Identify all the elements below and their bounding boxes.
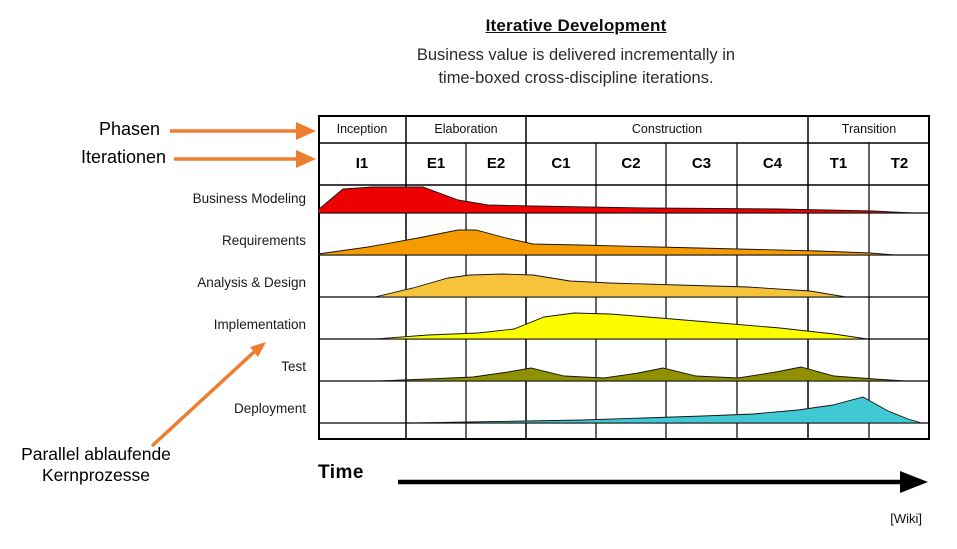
iteration-c1: C1 — [551, 155, 571, 172]
iteration-t1: T1 — [829, 155, 848, 172]
iterations-header-row: I1 E1 E2 C1 C2 C3 C4 T1 T2 — [318, 143, 930, 185]
discipline-label-implementation: Implementation — [213, 317, 306, 332]
parallel-kernprozesse-annotation-label: Parallel ablaufende Kernprozesse — [0, 444, 192, 486]
phases-header-row: Inception Elaboration Construction Transiti… — [318, 115, 930, 143]
parallel-label-line-1: Parallel ablaufende — [21, 444, 171, 464]
iteration-e2: E2 — [486, 155, 506, 172]
attribution-label: [Wiki] — [890, 511, 922, 526]
chart-border — [318, 115, 930, 440]
iterationen-annotation-label: Iterationen — [80, 147, 166, 167]
phasen-annotation-label: Phasen — [98, 119, 160, 139]
discipline-labels-column: Business Modeling Requirements Analysis & … — [0, 0, 312, 549]
iteration-c3: C3 — [691, 155, 712, 172]
iteration-c2: C2 — [621, 155, 641, 172]
hump-business-modeling — [318, 186, 915, 214]
discipline-label-deployment: Deployment — [233, 401, 306, 416]
title-block: Iterative Development Business value is … — [296, 16, 856, 90]
iteration-i1: I1 — [355, 155, 369, 172]
discipline-label-analysis-design: Analysis & Design — [197, 275, 306, 290]
discipline-label-test: Test — [281, 359, 306, 374]
phase-inception: Inception — [336, 122, 388, 136]
discipline-label-requirements: Requirements — [221, 233, 306, 248]
time-arrow — [398, 471, 928, 493]
iteration-t2: T2 — [890, 155, 909, 172]
hump-implementation — [374, 312, 868, 340]
time-axis-label: Time — [318, 462, 365, 483]
page-title: Iterative Development — [485, 16, 667, 35]
iteration-c4: C4 — [762, 155, 783, 172]
phase-construction: Construction — [631, 122, 703, 136]
discipline-label-business-modeling: Business Modeling — [192, 191, 306, 206]
hump-deployment — [412, 396, 923, 424]
phase-elaboration: Elaboration — [434, 122, 498, 136]
iteration-e1: E1 — [426, 155, 446, 172]
subtitle-line-2: time-boxed cross-discipline iterations. — [438, 69, 714, 87]
hump-requirements — [318, 229, 897, 256]
process-hump-chart — [318, 115, 930, 440]
parallel-label-line-2: Kernprozesse — [42, 465, 150, 485]
subtitle-line-1: Business value is delivered incrementall… — [416, 46, 736, 64]
phase-transition: Transition — [841, 122, 897, 136]
hump-test — [374, 366, 907, 382]
hump-analysis-design — [374, 273, 847, 298]
